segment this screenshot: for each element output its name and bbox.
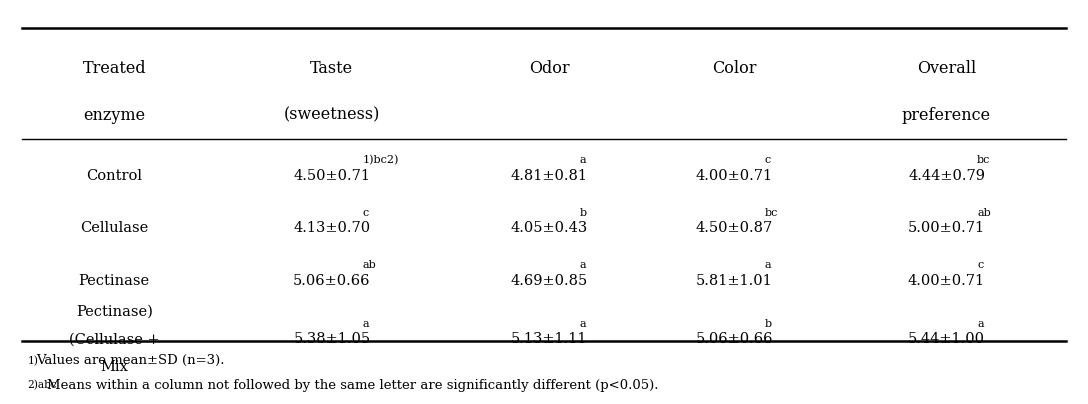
Text: Pectinase: Pectinase [78, 274, 150, 288]
Text: Mix: Mix [100, 360, 128, 374]
Text: Color: Color [713, 60, 756, 77]
Text: a: a [580, 156, 586, 165]
Text: Overall: Overall [917, 60, 976, 77]
Text: Odor: Odor [529, 60, 570, 77]
Text: 4.44±0.79: 4.44±0.79 [908, 169, 985, 183]
Text: b: b [765, 319, 772, 329]
Text: 1): 1) [27, 356, 38, 366]
Text: 2)abc: 2)abc [27, 380, 57, 391]
Text: c: c [977, 261, 984, 270]
Text: 1)bc2): 1)bc2) [362, 155, 399, 166]
Text: a: a [580, 319, 586, 329]
Text: (sweetness): (sweetness) [284, 107, 380, 124]
Text: 5.00±0.71: 5.00±0.71 [908, 221, 985, 235]
Text: bc: bc [765, 208, 778, 218]
Text: c: c [362, 208, 369, 218]
Text: ab: ab [977, 208, 991, 218]
Text: 4.00±0.71: 4.00±0.71 [696, 169, 772, 183]
Text: 4.13±0.70: 4.13±0.70 [294, 221, 370, 235]
Text: a: a [580, 261, 586, 270]
Text: a: a [977, 319, 984, 329]
Text: Control: Control [86, 169, 143, 183]
Text: 5.44±1.00: 5.44±1.00 [908, 332, 985, 346]
Text: 4.69±0.85: 4.69±0.85 [510, 274, 589, 288]
Text: 5.13±1.11: 5.13±1.11 [511, 332, 588, 346]
Text: Treated: Treated [83, 60, 146, 77]
Text: 4.81±0.81: 4.81±0.81 [511, 169, 588, 183]
Text: Taste: Taste [310, 60, 354, 77]
Text: 4.50±0.71: 4.50±0.71 [294, 169, 370, 183]
Text: b: b [580, 208, 588, 218]
Text: 5.81±1.01: 5.81±1.01 [696, 274, 772, 288]
Text: c: c [765, 156, 771, 165]
Text: 5.38±1.05: 5.38±1.05 [294, 332, 370, 346]
Text: preference: preference [902, 107, 991, 124]
Text: Pectinase): Pectinase) [76, 305, 152, 319]
Text: Cellulase: Cellulase [81, 221, 148, 235]
Text: a: a [362, 319, 369, 329]
Text: Means within a column not followed by the same letter are significantly differen: Means within a column not followed by th… [47, 379, 658, 391]
Text: 5.06±0.66: 5.06±0.66 [293, 274, 371, 288]
Text: 5.06±0.66: 5.06±0.66 [695, 332, 774, 346]
Text: ab: ab [362, 261, 376, 270]
Text: 4.00±0.71: 4.00±0.71 [908, 274, 985, 288]
Text: enzyme: enzyme [83, 107, 146, 124]
Text: Values are mean±SD (n=3).: Values are mean±SD (n=3). [36, 354, 225, 367]
Text: 4.05±0.43: 4.05±0.43 [510, 221, 589, 235]
Text: a: a [765, 261, 771, 270]
Text: bc: bc [977, 156, 990, 165]
Text: 4.50±0.87: 4.50±0.87 [695, 221, 774, 235]
Text: (Cellulase +: (Cellulase + [69, 332, 160, 346]
